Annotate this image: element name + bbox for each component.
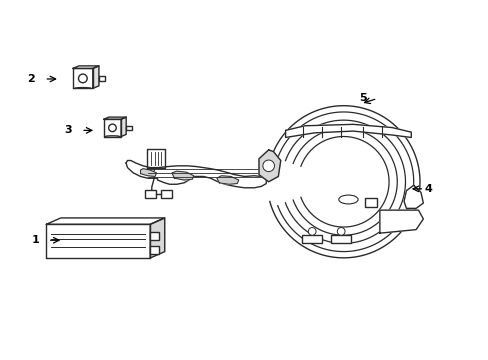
Polygon shape: [46, 224, 150, 258]
Circle shape: [79, 74, 87, 83]
Text: 3: 3: [64, 125, 72, 135]
Bar: [145, 190, 156, 198]
Text: 4: 4: [424, 184, 431, 194]
Circle shape: [263, 160, 274, 172]
Circle shape: [337, 228, 345, 235]
Polygon shape: [93, 66, 99, 88]
Circle shape: [308, 228, 315, 235]
Bar: [99, 76, 105, 81]
Polygon shape: [73, 68, 93, 88]
Polygon shape: [103, 119, 121, 136]
Bar: [161, 190, 172, 198]
Bar: [365, 198, 377, 207]
Polygon shape: [285, 124, 410, 138]
Polygon shape: [172, 171, 193, 180]
Bar: [150, 246, 159, 254]
Polygon shape: [140, 168, 156, 176]
Polygon shape: [403, 185, 423, 208]
Ellipse shape: [338, 195, 357, 204]
Polygon shape: [146, 149, 165, 168]
Polygon shape: [126, 161, 265, 188]
Text: 1: 1: [32, 235, 40, 245]
Polygon shape: [73, 66, 99, 68]
Bar: [150, 232, 159, 240]
Bar: [126, 126, 131, 130]
Polygon shape: [150, 218, 164, 258]
Text: 2: 2: [27, 74, 35, 84]
Text: 5: 5: [358, 94, 366, 103]
Polygon shape: [121, 117, 126, 136]
Polygon shape: [103, 117, 126, 119]
Bar: [330, 235, 350, 243]
Circle shape: [108, 124, 116, 132]
Polygon shape: [259, 150, 280, 182]
Polygon shape: [46, 218, 164, 224]
Bar: [301, 235, 321, 243]
Polygon shape: [379, 210, 423, 233]
Polygon shape: [217, 176, 238, 184]
